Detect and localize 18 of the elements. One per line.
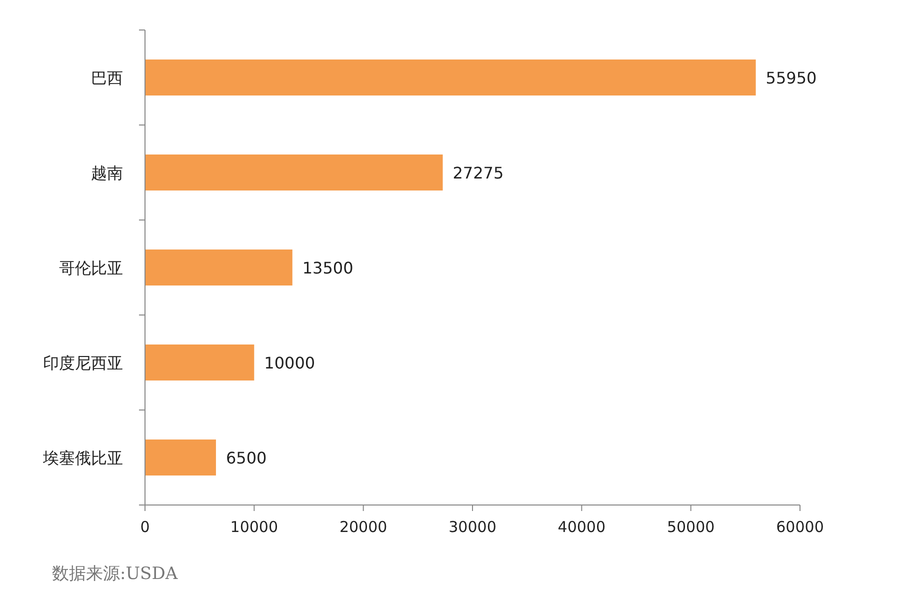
- data-label: 10000: [264, 354, 316, 372]
- x-tick-label: 50000: [666, 518, 715, 536]
- x-tick-label: 0: [140, 518, 150, 536]
- data-label: 27275: [452, 164, 504, 182]
- y-tick-label: 哥伦比亚: [59, 258, 123, 278]
- x-tick-label: 10000: [230, 518, 278, 536]
- x-tick-label: 20000: [339, 518, 388, 536]
- x-tick-label: 60000: [776, 518, 824, 536]
- y-tick-label: 巴西: [91, 68, 123, 88]
- x-tick-label: 40000: [558, 518, 606, 536]
- x-tick-label: 30000: [448, 518, 496, 536]
- y-tick-label: 印度尼西亚: [43, 354, 123, 372]
- source-note: 数据来源:USDA: [52, 564, 178, 584]
- data-label: 55950: [766, 68, 817, 88]
- y-tick-label: 埃塞俄比亚: [42, 448, 123, 468]
- data-label: 6500: [226, 448, 267, 468]
- data-label: 13500: [302, 258, 354, 278]
- y-tick-label: 越南: [91, 164, 123, 182]
